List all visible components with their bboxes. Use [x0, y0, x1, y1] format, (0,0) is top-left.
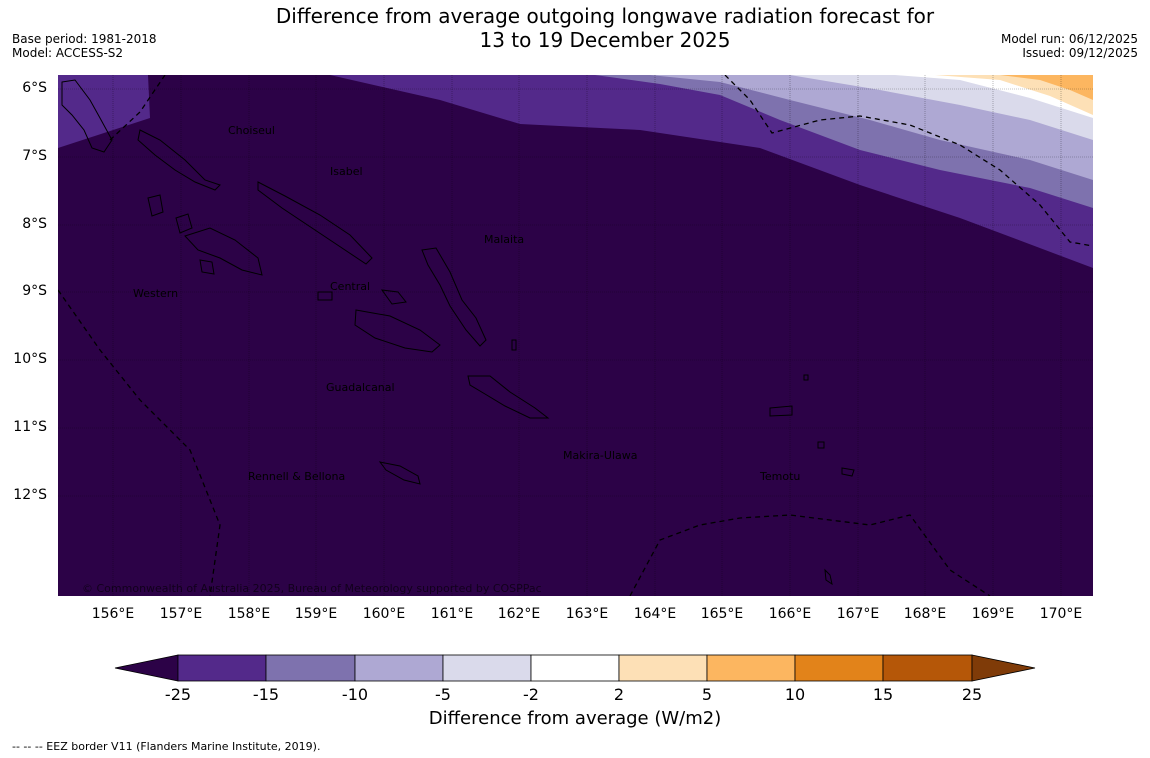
lat-label: 8°S	[22, 216, 47, 232]
island-new-georgia	[184, 227, 263, 276]
issued-date: Issued: 09/12/2025	[1022, 46, 1138, 60]
island-choiseul	[137, 129, 221, 191]
meta-left: Base period: 1981-2018 Model: ACCESS-S2	[12, 32, 157, 60]
province-labels: Choiseul Isabel Malaita Western Central …	[133, 124, 800, 483]
lon-label: 164°E	[633, 606, 677, 622]
colorbar-segment	[882, 654, 973, 682]
lon-label: 170°E	[1039, 606, 1083, 622]
colorbar-segment	[618, 654, 708, 682]
colorbar-tick: 10	[784, 685, 806, 704]
eez-legend-note: -- -- -- EEZ border V11 (Flanders Marine…	[12, 740, 321, 753]
colorbar-title: Difference from average (W/m2)	[428, 708, 722, 729]
colorbar-tick: -2	[523, 685, 539, 704]
province-label: Choiseul	[228, 124, 275, 137]
lat-label: 6°S	[22, 80, 47, 96]
lat-label: 7°S	[22, 148, 47, 164]
colorbar-tick: -25	[164, 685, 192, 704]
coastlines	[61, 79, 855, 586]
colorbar-segment	[354, 654, 444, 682]
lon-label: 159°E	[294, 606, 338, 622]
province-label: Western	[133, 287, 178, 300]
colorbar-tick: 2	[613, 685, 625, 704]
island-vella-lavella	[147, 194, 164, 217]
island-anuta	[824, 568, 833, 586]
colorbar-tick: 5	[701, 685, 713, 704]
colorbar-segment	[177, 654, 267, 682]
copyright-notice: © Commonwealth of Australia 2025, Bureau…	[82, 582, 542, 595]
anomaly-band-5-10	[1000, 75, 1093, 100]
island-makira	[467, 375, 550, 419]
lon-label: 163°E	[565, 606, 609, 622]
anomaly-band-2-5	[935, 75, 1093, 115]
lon-label: 157°E	[159, 606, 203, 622]
island-malaita	[421, 247, 487, 347]
island-ulawa	[511, 339, 517, 351]
colorbar-segment	[442, 654, 532, 682]
lon-label: 165°E	[700, 606, 744, 622]
lat-label: 10°S	[13, 351, 47, 367]
lon-label: 166°E	[768, 606, 812, 622]
chart-title-line1: Difference from average outgoing longwav…	[275, 4, 935, 28]
model-name: Model: ACCESS-S2	[12, 46, 124, 60]
colorbar-tick: 15	[872, 685, 894, 704]
island-guadalcanal	[354, 309, 441, 353]
colorbar-segment	[265, 654, 356, 682]
island-reef	[803, 374, 809, 381]
colorbar-segment	[706, 654, 796, 682]
base-period: Base period: 1981-2018	[12, 32, 157, 46]
island-russell	[380, 289, 407, 305]
island-tikopia	[817, 441, 825, 449]
lat-label: 9°S	[22, 283, 47, 299]
colorbar-extend-high	[971, 654, 1036, 682]
lon-label: 169°E	[971, 606, 1015, 622]
colorbar-tick: -5	[435, 685, 451, 704]
island-rennell	[378, 461, 421, 485]
island-santa-cruz	[769, 405, 793, 417]
graticule	[58, 75, 1093, 596]
island-florida	[317, 291, 333, 301]
colorbar-tick: -10	[341, 685, 369, 704]
lat-label: 11°S	[13, 419, 47, 435]
island-rendova	[199, 259, 215, 275]
colorbar	[114, 654, 1036, 682]
lon-label: 167°E	[836, 606, 880, 622]
province-label: Makira-Ulawa	[563, 449, 637, 462]
province-label: Central	[330, 280, 370, 293]
colorbar-segment	[530, 654, 620, 682]
lon-label: 158°E	[227, 606, 271, 622]
lon-label: 161°E	[430, 606, 474, 622]
colorbar-tick: 25	[961, 685, 983, 704]
colorbar-segment	[794, 654, 884, 682]
meta-right: Model run: 06/12/2025 Issued: 09/12/2025	[1001, 32, 1138, 60]
lon-label: 162°E	[497, 606, 541, 622]
island-bougainville	[61, 79, 113, 153]
lon-label: 156°E	[91, 606, 135, 622]
lat-label: 12°S	[13, 487, 47, 503]
province-label: Temotu	[759, 470, 800, 483]
lon-label: 160°E	[362, 606, 406, 622]
anomaly-band-25-15	[58, 75, 150, 148]
island-kolombangara	[175, 213, 193, 234]
map-body: Choiseul Isabel Malaita Western Central …	[58, 75, 1093, 596]
colorbar-tick: -15	[252, 685, 280, 704]
eez-border	[58, 75, 1093, 596]
lon-label: 168°E	[903, 606, 947, 622]
province-label: Isabel	[330, 165, 363, 178]
province-label: Malaita	[484, 233, 524, 246]
model-run: Model run: 06/12/2025	[1000, 32, 1138, 46]
island-vanikoro	[841, 467, 855, 477]
province-label: Guadalcanal	[326, 381, 395, 394]
province-label: Rennell & Bellona	[248, 470, 345, 483]
island-isabel	[257, 181, 373, 265]
chart-title-line2: 13 to 19 December 2025	[479, 28, 731, 52]
colorbar-extend-low	[114, 654, 179, 682]
